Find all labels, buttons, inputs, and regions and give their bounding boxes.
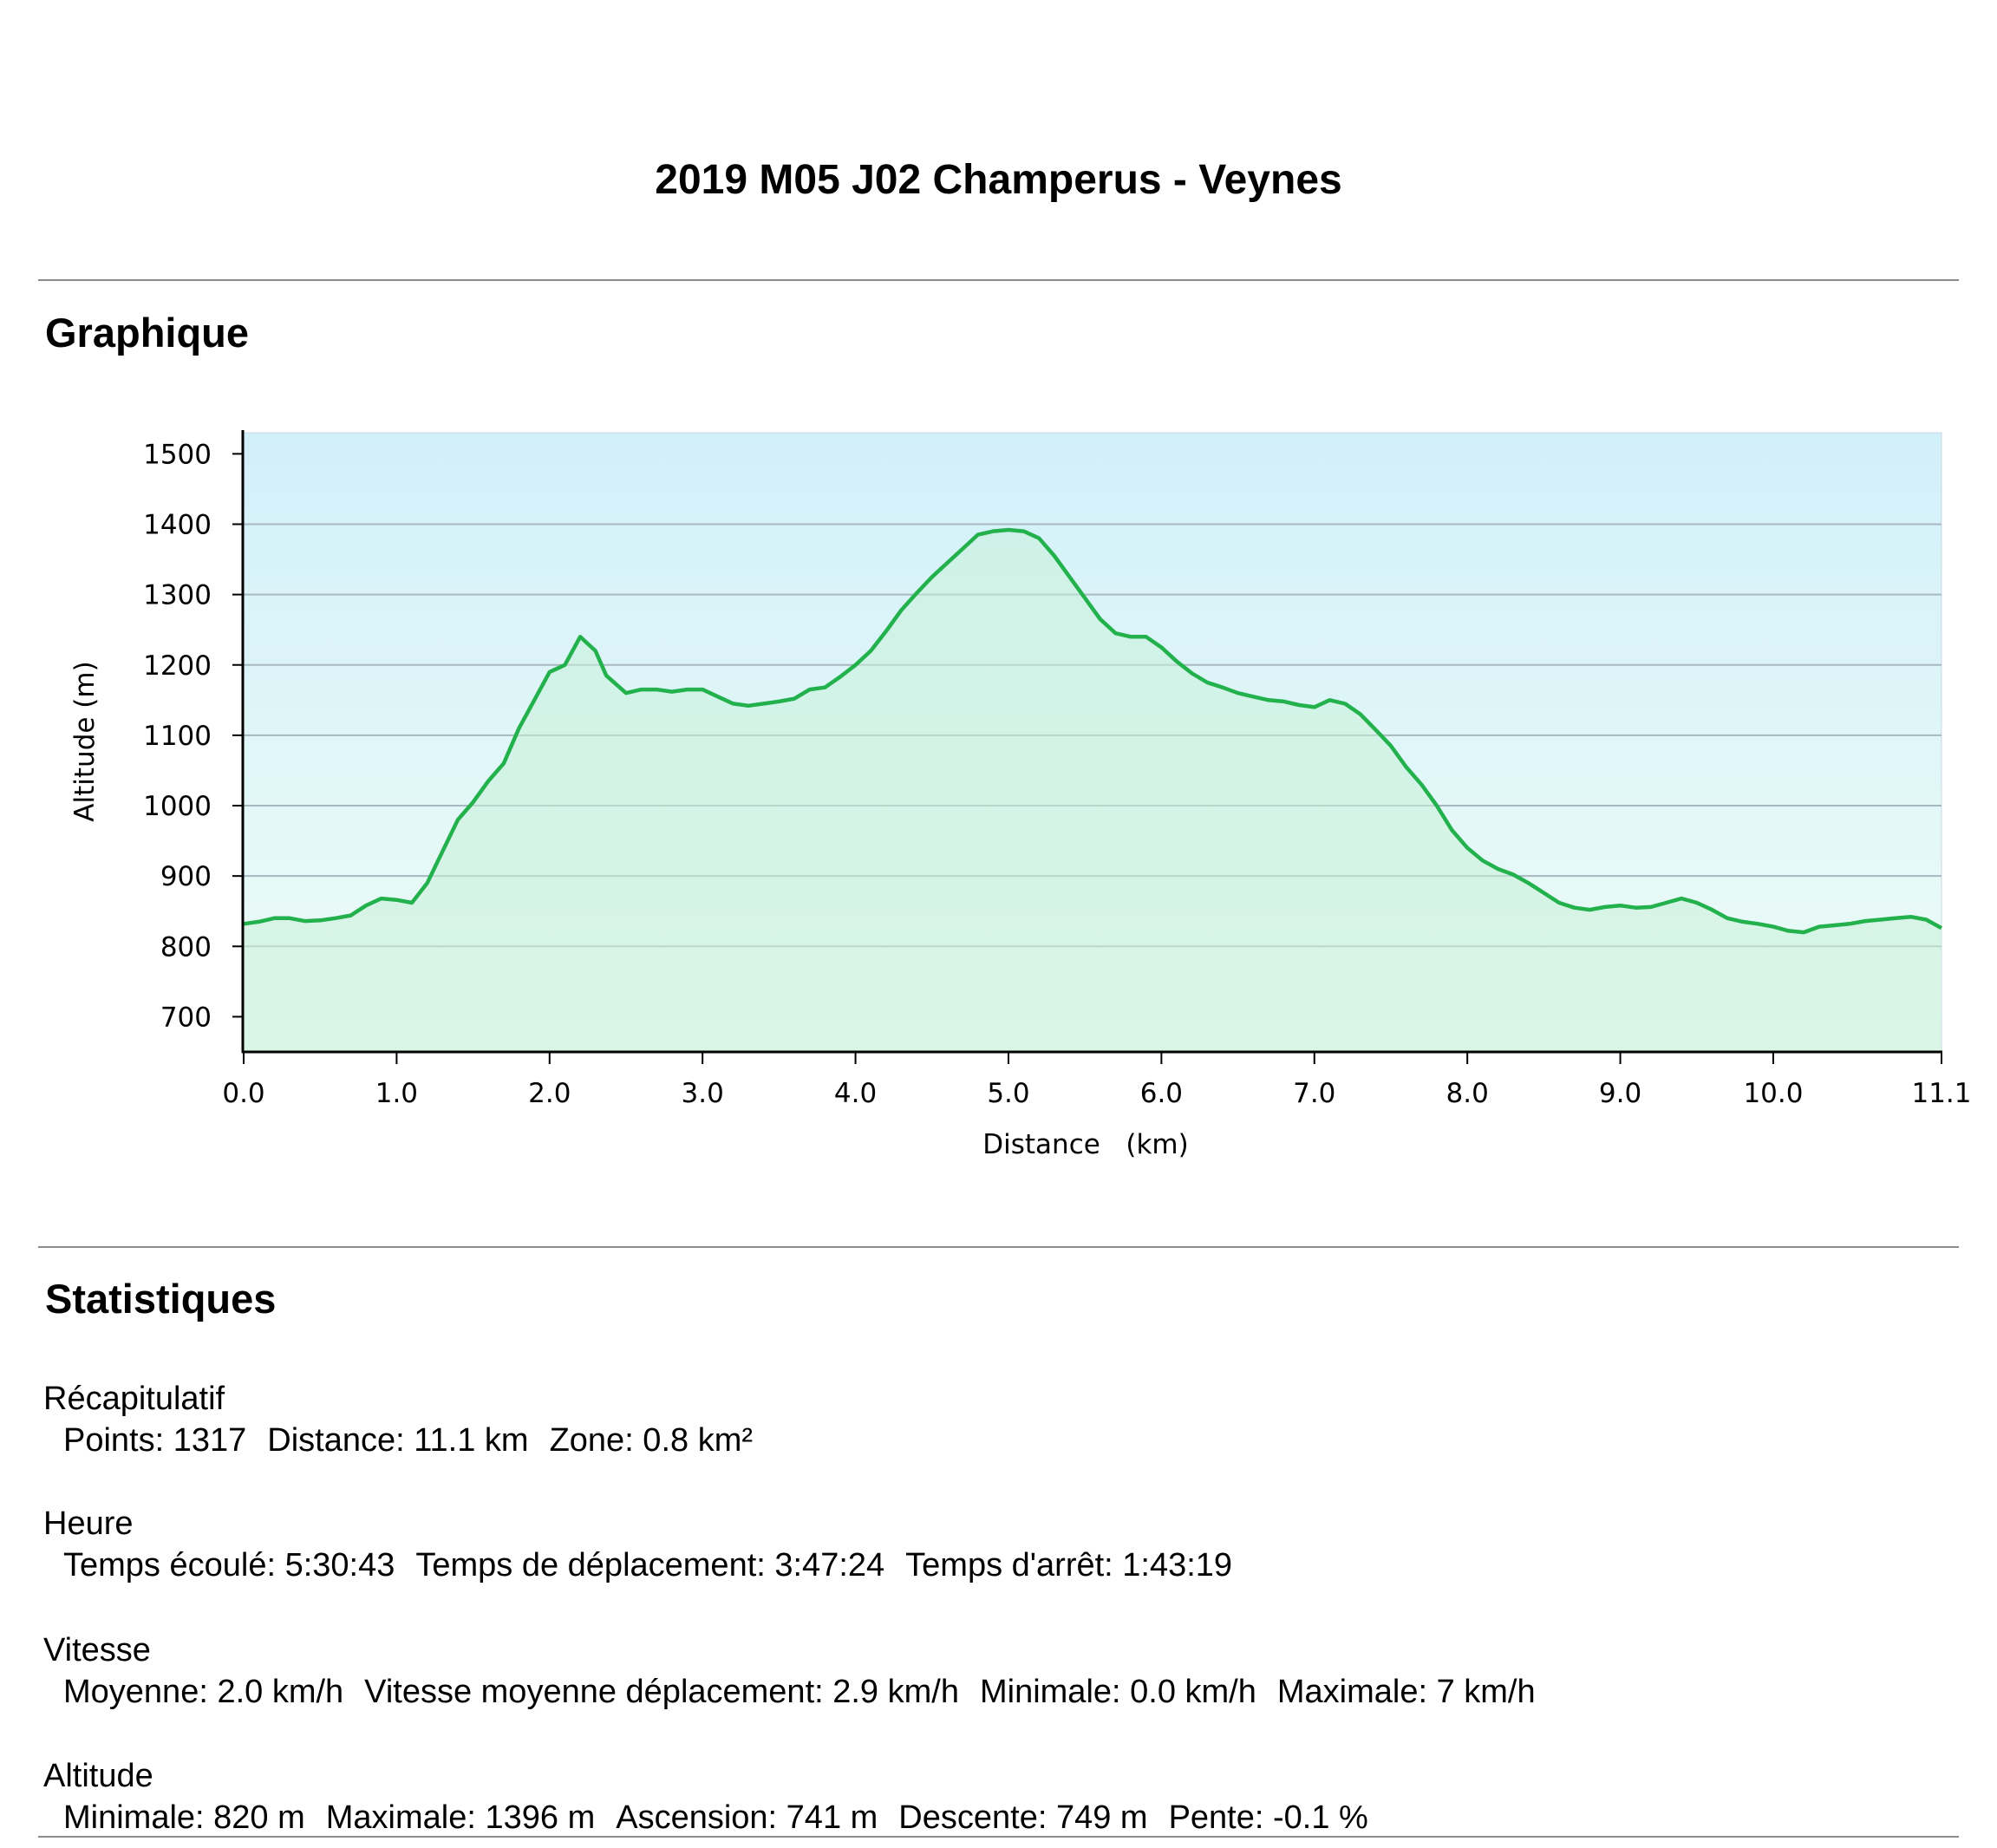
stat-value: Moyenne: 2.0 km/h <box>63 1674 344 1710</box>
x-tick-label: 1.0 <box>375 1078 418 1109</box>
y-tick-label: 700 <box>160 1002 212 1033</box>
divider-middle <box>38 1246 1959 1248</box>
x-tick-label: 0.0 <box>222 1078 264 1109</box>
stat-value: Temps écoulé: 5:30:43 <box>63 1547 395 1584</box>
stat-group-heading: Vitesse <box>43 1632 151 1668</box>
stat-group-heading: Récapitulatif <box>43 1381 225 1417</box>
stat-group-values: Moyenne: 2.0 km/h Vitesse moyenne déplace… <box>63 1674 1556 1711</box>
y-tick-label: 1100 <box>143 721 212 752</box>
x-tick-label: 10.0 <box>1743 1078 1803 1109</box>
chart-section-heading: Graphique <box>45 310 250 356</box>
divider-bottom <box>38 1836 1959 1838</box>
stat-group-heading: Altitude <box>43 1758 153 1794</box>
stats-section-heading: Statistiques <box>45 1276 277 1322</box>
stat-value: Zone: 0.8 km² <box>549 1422 753 1459</box>
divider-top <box>38 279 1959 281</box>
stat-value: Temps de déplacement: 3:47:24 <box>415 1547 885 1584</box>
x-tick-label: 3.0 <box>682 1078 724 1109</box>
x-tick-label: 5.0 <box>987 1078 1029 1109</box>
y-axis-label: Altitude (m) <box>69 661 101 821</box>
elevation-area <box>244 530 1942 1052</box>
y-tick-label: 900 <box>160 861 212 892</box>
stat-value: Maximale: 1396 m <box>325 1799 596 1836</box>
y-tick-label: 1000 <box>143 791 212 822</box>
x-tick-label: 7.0 <box>1293 1078 1335 1109</box>
y-tick-label: 1500 <box>143 439 212 470</box>
elevation-chart: 700 800 900 1000 1100 1200 1300 1400 1500 0.0 1.0… <box>69 430 1972 1160</box>
x-tick-label: 6.0 <box>1140 1078 1183 1109</box>
stat-group-values: Temps écoulé: 5:30:43 Temps de déplacemen… <box>63 1547 1253 1584</box>
stat-group-values: Points: 1317 Distance: 11.1 km Zone: 0.8 k… <box>63 1422 773 1459</box>
y-tick-label: 1300 <box>143 580 212 611</box>
stat-value: Vitesse moyenne déplacement: 2.9 km/h <box>364 1674 959 1710</box>
y-tick-label: 800 <box>160 931 212 963</box>
stat-group-heading: Heure <box>43 1505 134 1542</box>
x-tick-label: 8.0 <box>1446 1078 1489 1109</box>
stat-value: Ascension: 741 m <box>616 1799 878 1836</box>
y-tick-label: 1400 <box>143 509 212 540</box>
stat-value: Distance: 11.1 km <box>267 1422 529 1459</box>
stat-group-values: Minimale: 820 m Maximale: 1396 m Ascension… <box>63 1799 1389 1837</box>
y-tick-label: 1200 <box>143 650 212 682</box>
x-tick-label: 11.1 <box>1911 1078 1971 1109</box>
x-axis-label: Distance (km) <box>982 1129 1188 1160</box>
x-tick-label: 4.0 <box>834 1078 877 1109</box>
elevation-line <box>243 527 1943 935</box>
x-tick-label: 9.0 <box>1599 1078 1641 1109</box>
stat-value: Points: 1317 <box>63 1422 247 1459</box>
stat-value: Descente: 749 m <box>898 1799 1148 1836</box>
page-title: 2019 M05 J02 Champerus - Veynes <box>655 157 1342 203</box>
stat-value: Maximale: 7 km/h <box>1276 1674 1536 1710</box>
x-tick-label: 2.0 <box>528 1078 571 1109</box>
stat-value: Temps d'arrêt: 1:43:19 <box>905 1547 1233 1584</box>
stat-value: Minimale: 820 m <box>63 1799 305 1836</box>
stat-value: Minimale: 0.0 km/h <box>979 1674 1256 1710</box>
stat-value: Pente: -0.1 % <box>1168 1799 1368 1836</box>
